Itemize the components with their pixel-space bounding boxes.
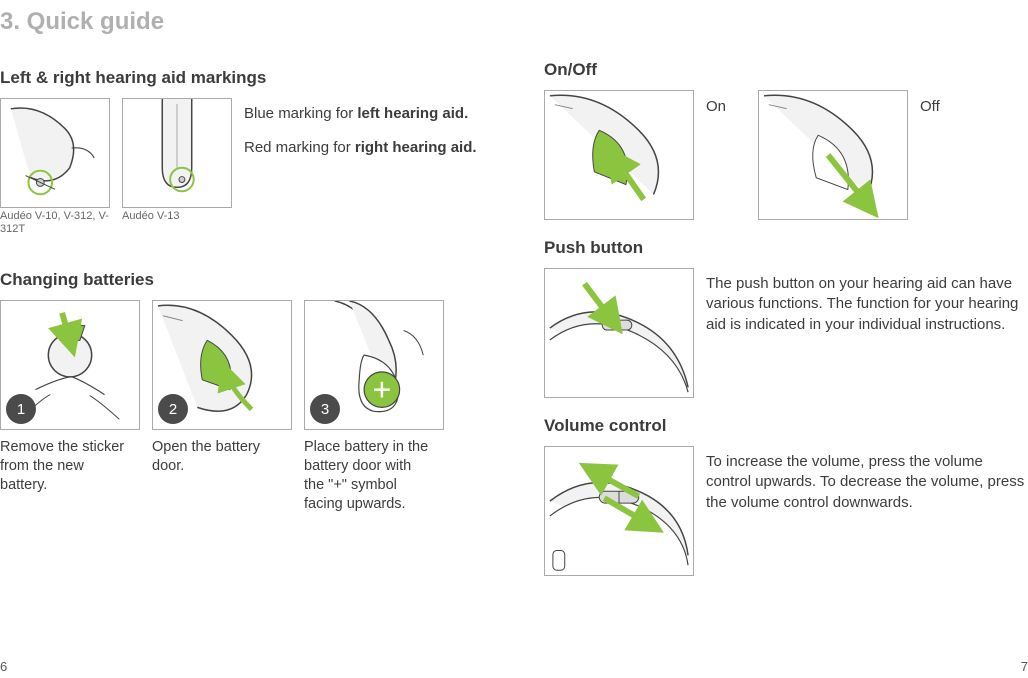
markings-heading: Left & right hearing aid markings bbox=[0, 68, 484, 88]
fig-b-caption: Audéo V-13 bbox=[122, 210, 232, 223]
batteries-heading: Changing batteries bbox=[0, 270, 484, 290]
off-figure bbox=[758, 90, 908, 220]
fig-a-caption: Audéo V-10, V-312, V-312T bbox=[0, 210, 110, 236]
blue-bold: left hearing aid. bbox=[357, 105, 468, 122]
red-pre: Red marking for bbox=[244, 139, 355, 156]
push-text: The push button on your hearing aid can … bbox=[706, 268, 1028, 398]
page-title: 3. Quick guide bbox=[0, 8, 484, 36]
step-3-text: Place battery in the battery door with t… bbox=[304, 438, 434, 513]
push-figure bbox=[544, 268, 694, 398]
markings-figure-a bbox=[0, 98, 110, 208]
step-2-text: Open the battery door. bbox=[152, 438, 282, 476]
page-number-left: 6 bbox=[0, 659, 7, 674]
volume-text: To increase the volume, press the volume… bbox=[706, 446, 1028, 576]
volume-figure bbox=[544, 446, 694, 576]
step-1-text: Remove the sticker from the new battery. bbox=[0, 438, 130, 495]
markings-text: Blue marking for left hearing aid. Red m… bbox=[244, 98, 477, 236]
markings-figure-b bbox=[122, 98, 232, 208]
red-bold: right hearing aid. bbox=[355, 139, 477, 156]
onoff-heading: On/Off bbox=[544, 60, 1028, 80]
page-number-right: 7 bbox=[1021, 659, 1028, 674]
push-heading: Push button bbox=[544, 238, 1028, 258]
on-figure bbox=[544, 90, 694, 220]
off-label: Off bbox=[920, 90, 940, 115]
volume-heading: Volume control bbox=[544, 416, 1028, 436]
blue-pre: Blue marking for bbox=[244, 105, 357, 122]
on-label: On bbox=[706, 90, 746, 115]
